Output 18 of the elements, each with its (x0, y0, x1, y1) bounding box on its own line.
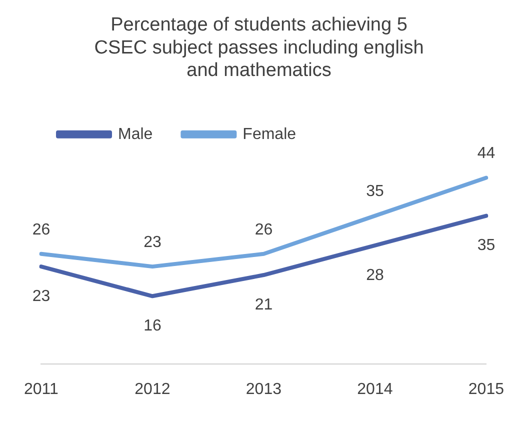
data-label: 23 (32, 288, 50, 305)
legend-label: Male (118, 126, 153, 143)
data-label: 35 (366, 183, 384, 200)
x-tick-label: 2015 (468, 380, 504, 398)
data-label: 16 (144, 318, 162, 335)
data-label: 26 (32, 221, 50, 238)
data-label: 21 (254, 296, 273, 314)
data-label: 28 (366, 266, 384, 284)
data-label: 35 (477, 237, 496, 254)
chart-title: Percentage of students achieving 5 CSEC subject passes including english and mathematics (94, 14, 424, 82)
data-label: 44 (477, 145, 496, 162)
legend-label: Female (242, 126, 296, 143)
x-tick-label: 2014 (357, 380, 393, 398)
x-tick-label: 2012 (134, 380, 170, 398)
data-label: 26 (254, 221, 273, 238)
x-tick-label: 2011 (24, 380, 59, 398)
data-label: 23 (144, 234, 162, 251)
x-tick-label: 2013 (246, 380, 282, 398)
